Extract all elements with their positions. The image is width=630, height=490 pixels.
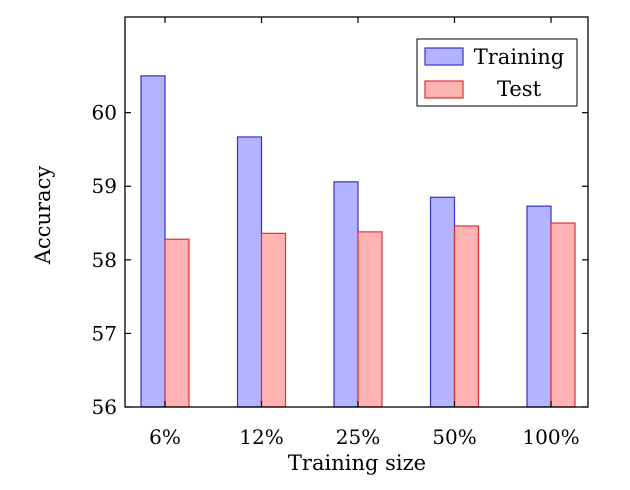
bars-layer [140, 75, 576, 408]
x-axis-label: Training size [288, 451, 426, 475]
bar-training-3 [333, 181, 359, 408]
y-tick-label: 59 [92, 174, 117, 198]
y-tick-label: 58 [92, 248, 117, 272]
bar-training-2 [236, 136, 263, 408]
legend-label-test: Test [497, 77, 542, 101]
bar-test-5 [550, 222, 576, 408]
legend-swatch-test [424, 80, 464, 99]
bar-training-1 [140, 75, 166, 408]
x-tick-label: 50% [432, 425, 476, 449]
x-tick-label: 25% [336, 425, 380, 449]
y-tick-label: 60 [92, 101, 117, 125]
bar-training-4 [429, 196, 456, 408]
plot-frame [124, 16, 589, 408]
bar-test-3 [357, 231, 383, 408]
legend-label-training: Training [474, 45, 565, 69]
y-tick-label: 56 [92, 395, 117, 419]
bar-test-1 [164, 238, 190, 408]
legend: Training Test [416, 38, 578, 107]
bar-training-5 [526, 205, 552, 408]
axes-layer: 56 57 58 59 60 6% 12% 25% 50% 100% [92, 16, 589, 449]
legend-swatch-training [424, 47, 464, 66]
x-tick-label: 100% [522, 425, 579, 449]
x-tick-label: 12% [239, 425, 283, 449]
bar-test-4 [453, 225, 480, 408]
y-axis-label: Accuracy [31, 166, 55, 266]
bar-test-2 [260, 232, 287, 408]
y-tick-label: 57 [92, 321, 117, 345]
x-tick-label: 6% [149, 425, 181, 449]
